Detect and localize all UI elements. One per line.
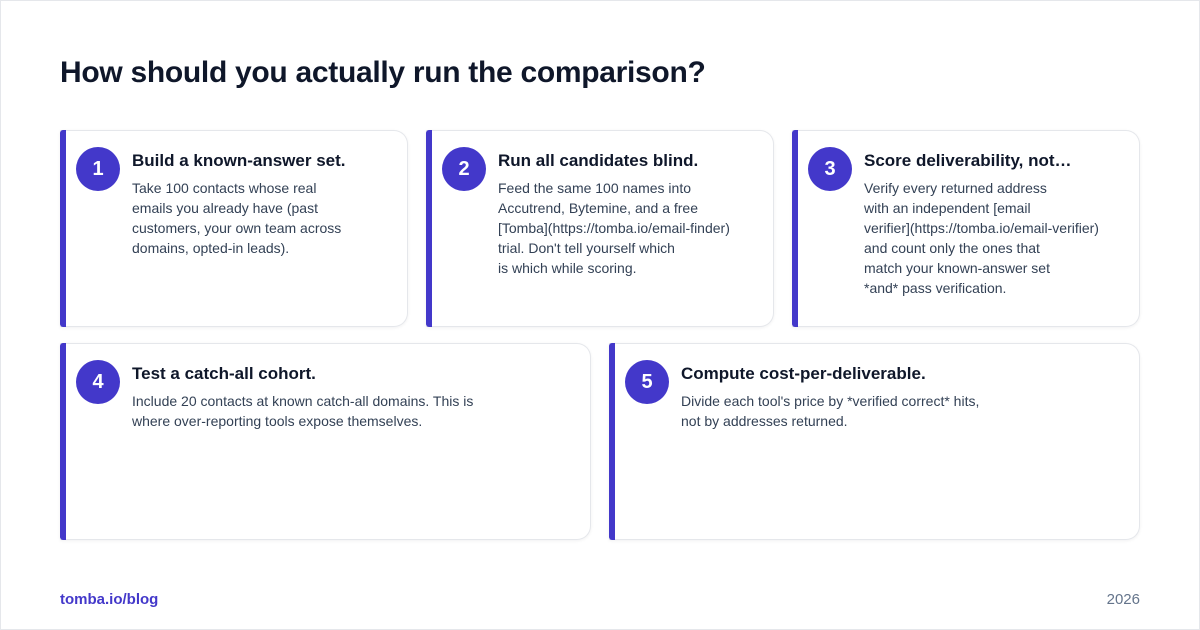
step-number-badge: 5 [625,360,669,404]
step-description: Include 20 contacts at known catch-all d… [132,393,474,429]
step-description: Take 100 contacts whose real emails you … [132,180,342,256]
step-title: Build a known-answer set. [132,151,346,170]
step-card-1: 1 Build a known-answer set. Take 100 con… [60,130,408,327]
step-title: Score deliverability, not… [864,151,1072,170]
step-title: Compute cost-per-deliverable. [681,364,926,383]
step-number-badge: 2 [442,147,486,191]
footer-year: 2026 [1106,591,1140,608]
step-number-badge: 1 [76,147,120,191]
step-card-2: 2 Run all candidates blind. Feed the sam… [426,130,774,327]
step-number-badge: 3 [808,147,852,191]
step-description: Divide each tool's price by *verified co… [681,393,980,429]
page-title: How should you actually run the comparis… [60,56,706,89]
step-description: Verify every returned address with an in… [864,180,1099,296]
step-number-badge: 4 [76,360,120,404]
footer-site-link[interactable]: tomba.io/blog [60,591,159,608]
step-card-5: 5 Compute cost-per-deliverable. Divide e… [609,343,1140,540]
step-card-3: 3 Score deliverability, not… Verify ever… [792,130,1140,327]
step-title: Test a catch-all cohort. [132,364,316,383]
step-title: Run all candidates blind. [498,151,699,170]
step-card-4: 4 Test a catch-all cohort. Include 20 co… [60,343,591,540]
step-description: Feed the same 100 names into Accutrend, … [498,180,730,276]
